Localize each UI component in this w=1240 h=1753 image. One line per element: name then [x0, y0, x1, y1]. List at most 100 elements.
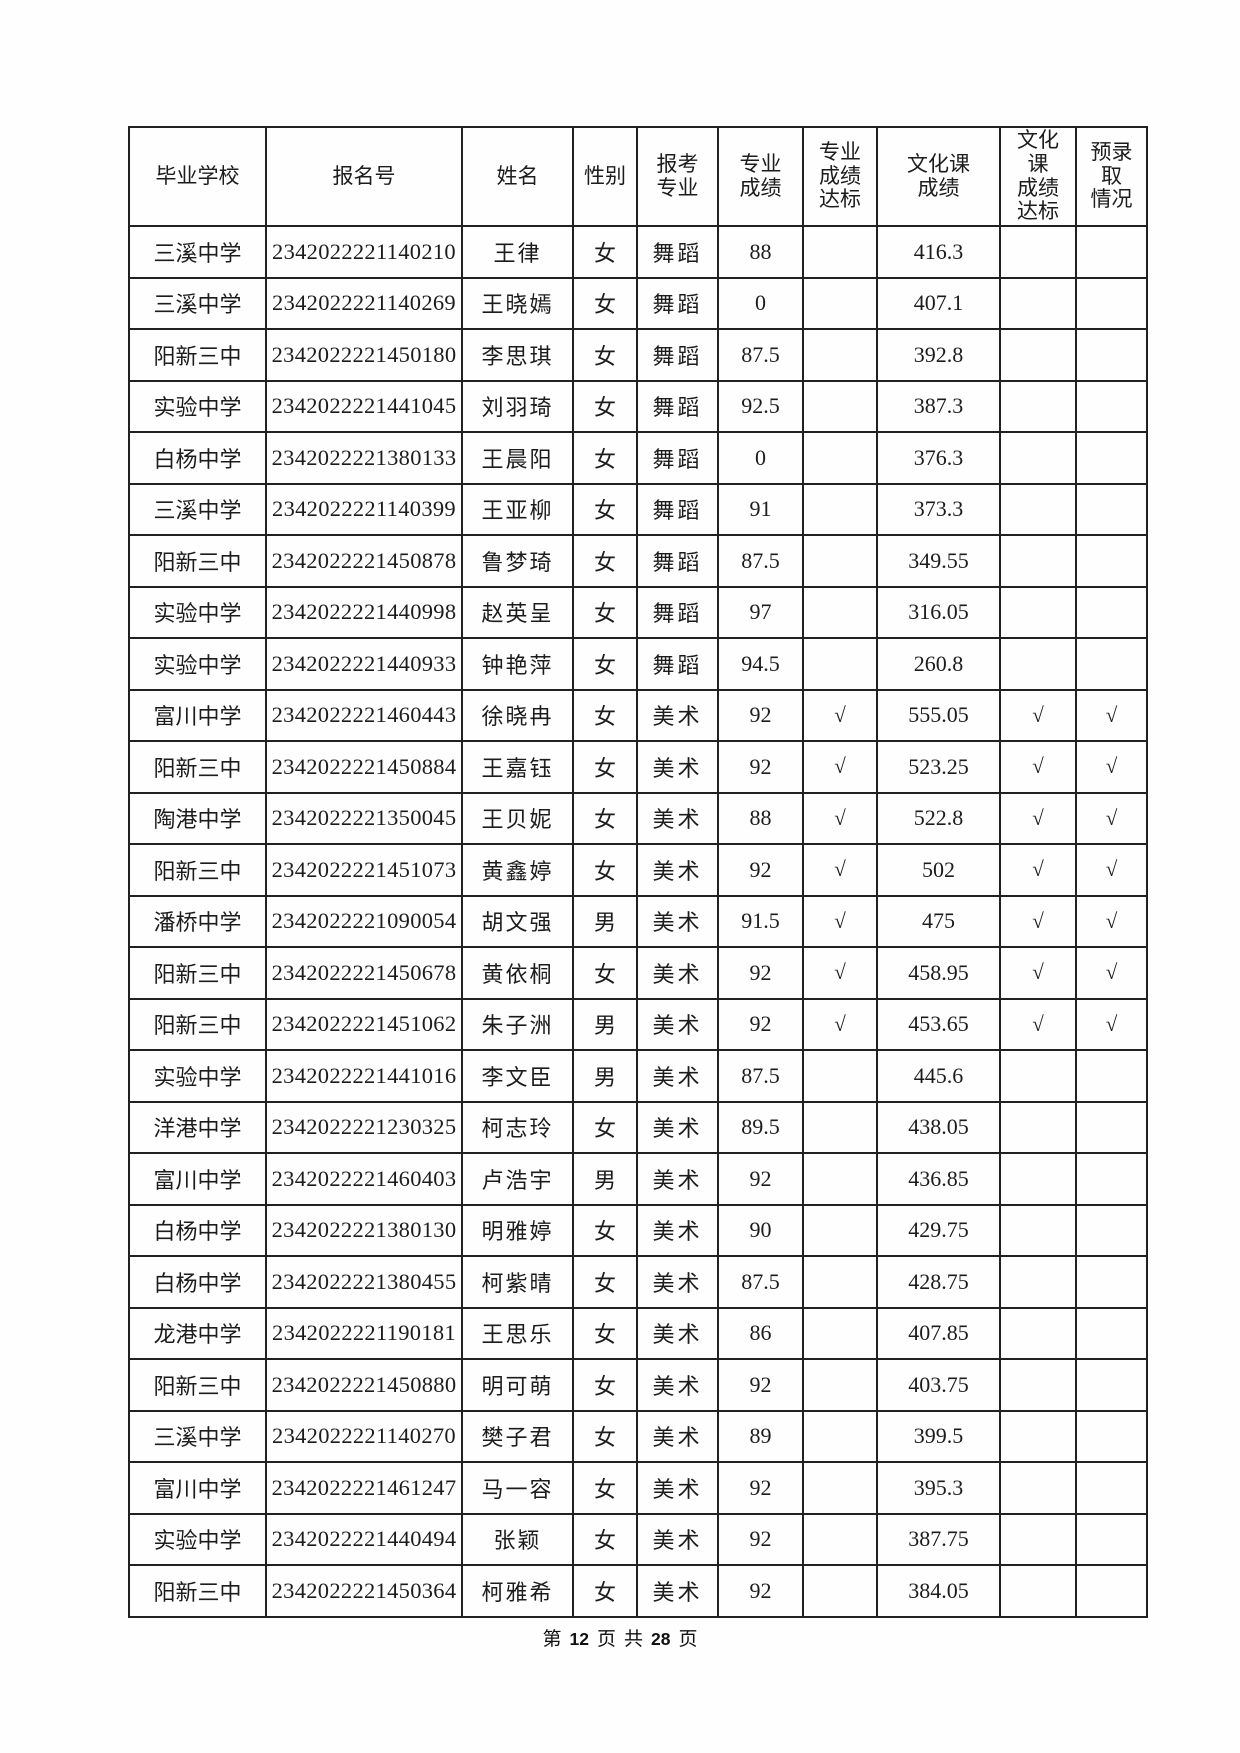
table-cell: 实验中学	[128, 379, 267, 433]
table-cell: 美术	[636, 1255, 719, 1309]
table-cell: 92	[717, 946, 804, 1000]
table-cell: 429.75	[876, 1203, 1001, 1257]
table-cell	[999, 637, 1077, 691]
table-cell	[999, 225, 1077, 279]
table-cell	[1075, 1152, 1148, 1206]
table-cell: 2342022221450364	[265, 1564, 463, 1618]
table-cell: 2342022221140210	[265, 225, 463, 279]
table-cell: 88	[717, 791, 804, 845]
table-cell: 403.75	[876, 1358, 1001, 1412]
table-cell	[802, 1255, 878, 1309]
table-cell	[1075, 225, 1148, 279]
table-cell: 92	[717, 1564, 804, 1618]
footer-total-pages: 28	[651, 1629, 671, 1649]
table-row: 阳新三中 2342022221450884 王嘉钰女美术 92 √ 523.25 √ √	[128, 740, 1148, 794]
table-cell: 阳新三中	[128, 328, 267, 382]
table-cell: 阳新三中	[128, 1358, 267, 1412]
table-cell: 鲁梦琦	[461, 534, 574, 588]
table-cell: 2342022221451073	[265, 843, 463, 897]
table-cell: 美术	[636, 791, 719, 845]
table-row: 三溪中学 2342022221140269 王晓嫣女舞蹈 0 407.1	[128, 276, 1148, 330]
table-cell: 美术	[636, 1409, 719, 1463]
table-cell: 407.85	[876, 1306, 1001, 1360]
table-cell	[802, 482, 878, 536]
table-cell: 2342022221350045	[265, 791, 463, 845]
table-cell: 89	[717, 1409, 804, 1463]
table-cell: 三溪中学	[128, 1409, 267, 1463]
table-cell: 李思琪	[461, 328, 574, 382]
table-cell	[802, 1100, 878, 1154]
table-cell: 2342022221440494	[265, 1512, 463, 1566]
table-cell: 523.25	[876, 740, 1001, 794]
table-cell: 富川中学	[128, 1461, 267, 1515]
table-cell: 428.75	[876, 1255, 1001, 1309]
table-cell: 2342022221140269	[265, 276, 463, 330]
table-cell: 柯志玲	[461, 1100, 574, 1154]
table-cell: √	[802, 688, 878, 742]
table-cell	[999, 1512, 1077, 1566]
table-cell	[802, 534, 878, 588]
table-cell: 399.5	[876, 1409, 1001, 1463]
table-cell: 美术	[636, 946, 719, 1000]
table-cell: 502	[876, 843, 1001, 897]
table-cell	[802, 1409, 878, 1463]
table-cell: 86	[717, 1306, 804, 1360]
table-cell: 436.85	[876, 1152, 1001, 1206]
table-row: 阳新三中 2342022221450878 鲁梦琦女舞蹈 87.5 349.55	[128, 534, 1148, 588]
table-cell: 0	[717, 431, 804, 485]
table-row: 三溪中学 2342022221140210 王律女舞蹈 88 416.3	[128, 225, 1148, 279]
table-cell: 92	[717, 688, 804, 742]
table-cell: 女	[572, 534, 638, 588]
table-cell: 赵英呈	[461, 585, 574, 639]
table-cell: 阳新三中	[128, 843, 267, 897]
table-cell	[802, 328, 878, 382]
table-cell: 白杨中学	[128, 1203, 267, 1257]
header-cell: 性别	[572, 126, 638, 227]
table-cell: 87.5	[717, 328, 804, 382]
table-cell: √	[1075, 688, 1148, 742]
table-cell: 舞蹈	[636, 276, 719, 330]
table-cell: 女	[572, 1306, 638, 1360]
table-cell: 舞蹈	[636, 225, 719, 279]
header-cell: 文化 课 成绩 达标	[999, 126, 1077, 227]
table-cell: 舞蹈	[636, 585, 719, 639]
header-cell: 报考 专业	[636, 126, 719, 227]
footer-label: 页	[678, 1629, 698, 1650]
table-row: 白杨中学 2342022221380133 王晨阳女舞蹈 0 376.3	[128, 431, 1148, 485]
table-cell: 美术	[636, 1564, 719, 1618]
table-cell: 407.1	[876, 276, 1001, 330]
table-cell: 女	[572, 1255, 638, 1309]
table-cell: 舞蹈	[636, 431, 719, 485]
table-cell: 87.5	[717, 1255, 804, 1309]
table-cell: 马一容	[461, 1461, 574, 1515]
table-cell	[1075, 1100, 1148, 1154]
table-cell: 阳新三中	[128, 946, 267, 1000]
table-cell: 88	[717, 225, 804, 279]
table-cell	[1075, 482, 1148, 536]
table-cell: 龙港中学	[128, 1306, 267, 1360]
table-cell: 2342022221450180	[265, 328, 463, 382]
table-cell	[1075, 637, 1148, 691]
table-cell: 387.3	[876, 379, 1001, 433]
table-cell: 395.3	[876, 1461, 1001, 1515]
table-cell: 美术	[636, 894, 719, 948]
table-cell: 女	[572, 328, 638, 382]
table-cell: 阳新三中	[128, 1564, 267, 1618]
table-cell: 朱子洲	[461, 997, 574, 1051]
table-row: 实验中学 2342022221440494 张颖女美术 92 387.75	[128, 1512, 1148, 1566]
table-cell: 2342022221450884	[265, 740, 463, 794]
table-cell: 三溪中学	[128, 225, 267, 279]
table-cell: 260.8	[876, 637, 1001, 691]
table-cell: 王贝妮	[461, 791, 574, 845]
table-cell: √	[802, 946, 878, 1000]
table-row: 富川中学 2342022221461247 马一容女美术 92 395.3	[128, 1461, 1148, 1515]
table-cell: 2342022221441016	[265, 1049, 463, 1103]
table-cell	[1075, 276, 1148, 330]
table-cell	[1075, 1461, 1148, 1515]
table-cell: 舞蹈	[636, 637, 719, 691]
table-cell: 美术	[636, 843, 719, 897]
header-cell: 专业 成绩 达标	[802, 126, 878, 227]
table-row: 阳新三中 2342022221451073 黄鑫婷女美术 92 √ 502 √ √	[128, 843, 1148, 897]
table-cell: 富川中学	[128, 688, 267, 742]
